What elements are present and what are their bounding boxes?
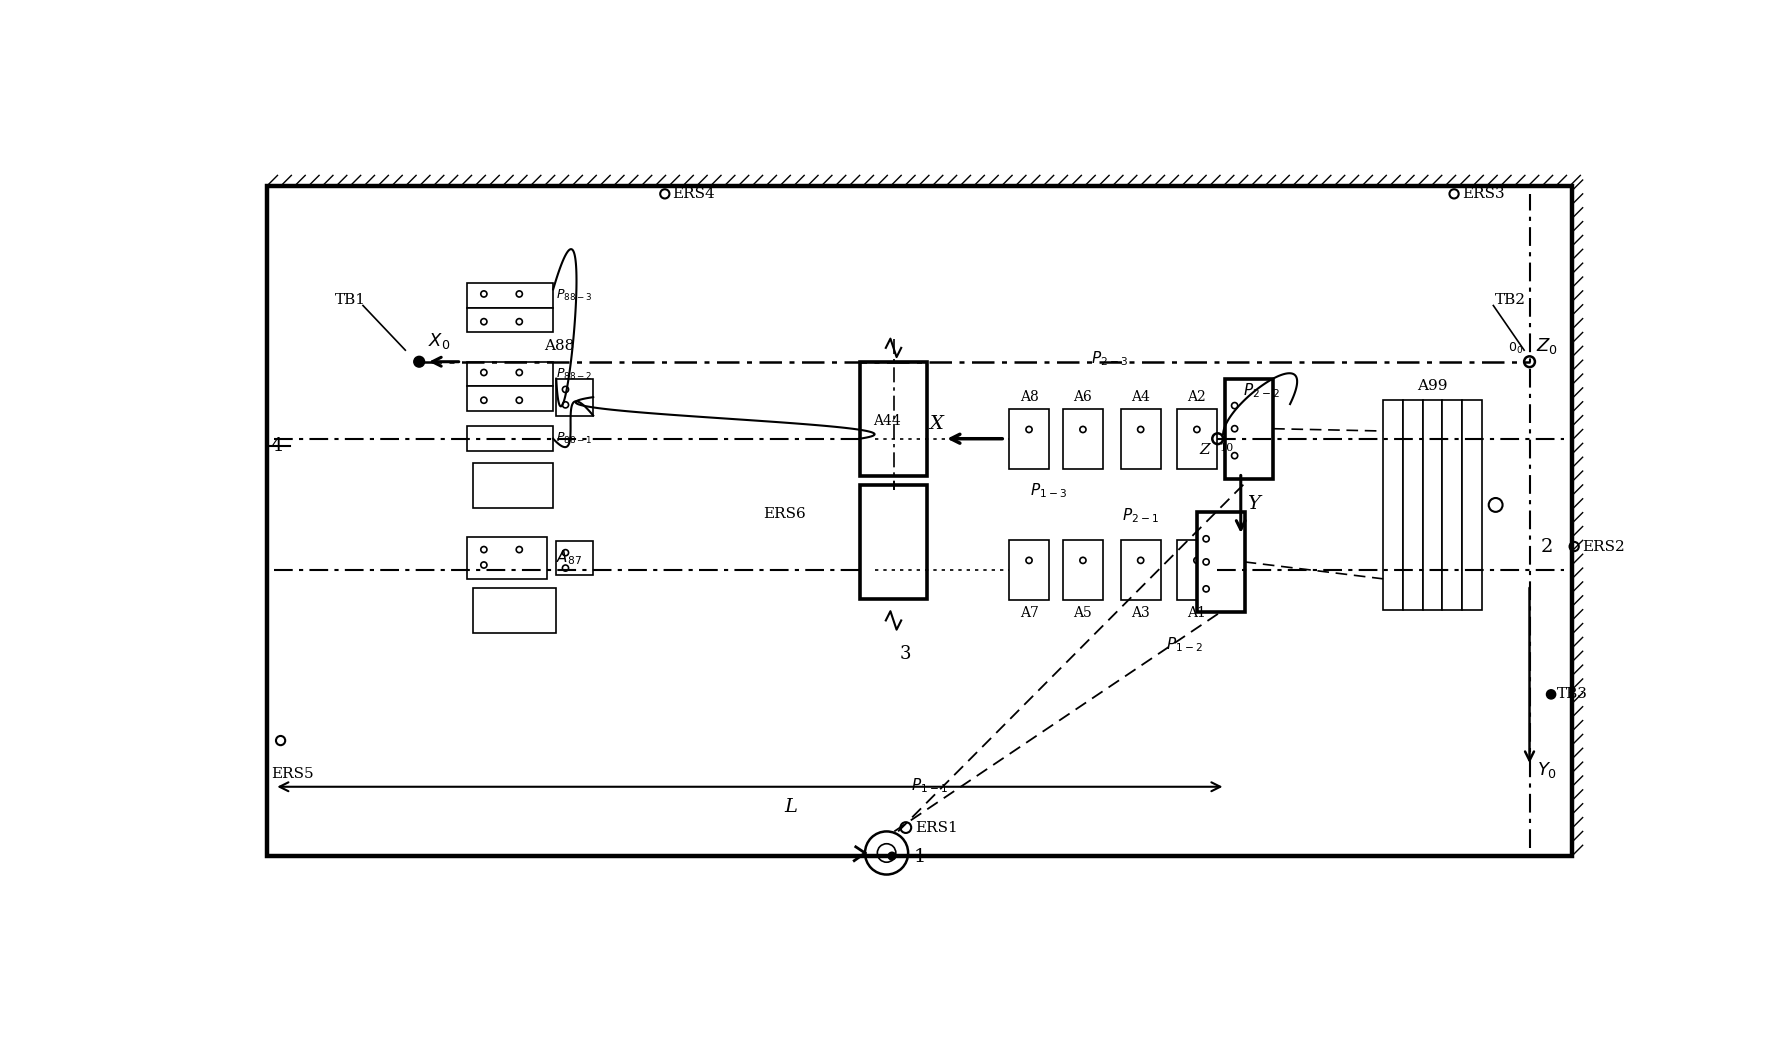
Bar (859, 485, 927, 599)
Text: ERS3: ERS3 (1462, 187, 1503, 201)
Bar (467, 427, 553, 452)
Text: 1: 1 (912, 848, 925, 866)
Bar (267, 186, 1571, 856)
Text: 3: 3 (900, 645, 911, 663)
Text: A8: A8 (1020, 390, 1038, 404)
Text: $P_{2-3}$: $P_{2-3}$ (1091, 349, 1127, 367)
Text: $P_{2-2}$: $P_{2-2}$ (1242, 382, 1279, 401)
Bar (1063, 409, 1102, 469)
Text: $P_{2-1}$: $P_{2-1}$ (1122, 507, 1159, 525)
Bar (472, 589, 556, 633)
Text: Y: Y (1247, 495, 1259, 513)
Text: $P_{88-3}$: $P_{88-3}$ (556, 288, 592, 303)
Bar (556, 379, 592, 415)
Text: A7: A7 (1020, 606, 1038, 620)
Text: A4: A4 (1131, 390, 1150, 404)
Text: A1: A1 (1186, 606, 1206, 620)
Bar (556, 541, 592, 575)
Bar (1175, 540, 1217, 600)
Text: 4: 4 (270, 437, 283, 456)
Text: X: X (928, 414, 943, 433)
Text: A3: A3 (1131, 606, 1149, 620)
Bar (1063, 540, 1102, 600)
Text: $P_{88-1}$: $P_{88-1}$ (556, 431, 592, 446)
Text: $0_0$: $0_0$ (1506, 340, 1522, 356)
Bar (1403, 401, 1422, 609)
Text: 10: 10 (1218, 443, 1233, 454)
Bar (1120, 409, 1159, 469)
Text: A2: A2 (1186, 390, 1206, 404)
Circle shape (1546, 689, 1555, 699)
Text: A88: A88 (544, 338, 574, 353)
Text: $P_{88-2}$: $P_{88-2}$ (556, 366, 592, 382)
Text: TB1: TB1 (335, 293, 365, 307)
Text: A6: A6 (1073, 390, 1091, 404)
Bar (859, 361, 927, 475)
Text: ERS4: ERS4 (673, 187, 716, 201)
Text: $P_{1-3}$: $P_{1-3}$ (1029, 482, 1066, 500)
Text: TB2: TB2 (1494, 293, 1524, 307)
Bar (467, 386, 553, 411)
Bar (467, 537, 547, 579)
Circle shape (413, 356, 424, 367)
Circle shape (887, 852, 894, 859)
Text: $A_{87}$: $A_{87}$ (556, 548, 581, 567)
Bar (467, 283, 553, 308)
Text: $P_{1-2}$: $P_{1-2}$ (1165, 635, 1202, 654)
Text: ERS6: ERS6 (762, 508, 805, 521)
Text: $Y_0$: $Y_0$ (1537, 760, 1556, 780)
Text: ERS5: ERS5 (272, 767, 313, 781)
Bar (1225, 379, 1272, 479)
Bar (1175, 409, 1217, 469)
Bar (1422, 401, 1442, 609)
Bar (472, 463, 553, 508)
Text: A5: A5 (1073, 606, 1091, 620)
Text: A44: A44 (873, 414, 900, 428)
Text: $X_0$: $X_0$ (428, 331, 451, 351)
Bar (467, 308, 553, 332)
Bar (1009, 409, 1048, 469)
Text: L: L (784, 798, 796, 816)
Text: ERS2: ERS2 (1581, 540, 1624, 553)
Text: 2: 2 (1540, 538, 1551, 555)
Bar (1009, 540, 1048, 600)
Bar (1197, 512, 1243, 612)
Text: $P_{1-1}$: $P_{1-1}$ (911, 776, 946, 795)
Text: Z: Z (1199, 443, 1209, 458)
Bar (467, 361, 553, 386)
Bar (1383, 401, 1403, 609)
Bar (1442, 401, 1462, 609)
Bar (1120, 540, 1159, 600)
Bar (1462, 401, 1481, 609)
Text: $Z_0$: $Z_0$ (1535, 335, 1556, 356)
Text: A99: A99 (1417, 379, 1447, 392)
Text: ERS1: ERS1 (914, 821, 957, 835)
Text: TB3: TB3 (1556, 687, 1587, 702)
